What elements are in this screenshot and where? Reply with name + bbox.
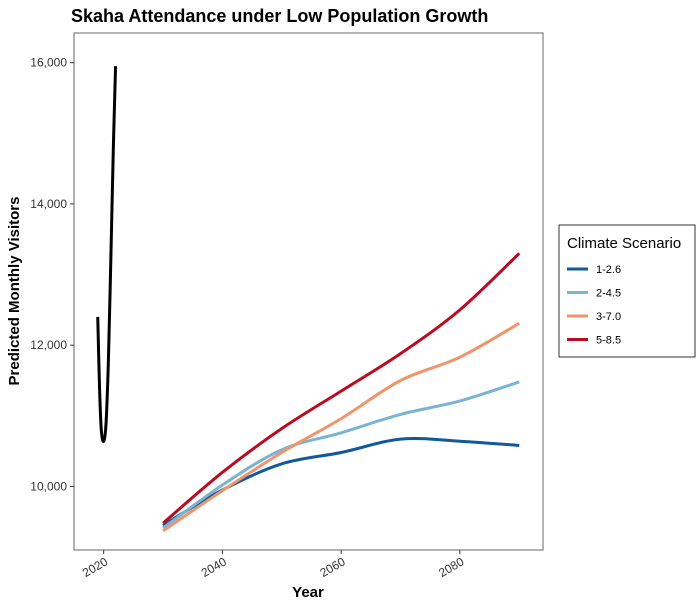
- historical-line: [96, 66, 118, 443]
- series-line-5-8.5: [162, 252, 521, 525]
- plot-lines: [96, 66, 521, 533]
- x-axis: 2020 2040 2060 2080: [80, 550, 467, 580]
- legend-title: Climate Scenario: [567, 235, 681, 252]
- y-tick-label: 16,000: [30, 56, 67, 70]
- legend: Climate Scenario 1-2.6 2-4.5 3-7.0 5-8.5: [558, 224, 696, 358]
- x-tick-label: 2040: [199, 554, 229, 580]
- y-tick-label: 14,000: [30, 197, 67, 211]
- legend-label: 2-4.5: [596, 288, 621, 300]
- series-line-2-4.5: [162, 380, 520, 530]
- x-axis-label: Year: [292, 584, 324, 601]
- y-axis-label: Predicted Monthly Visitors: [6, 197, 23, 386]
- x-tick-label: 2060: [318, 554, 348, 580]
- legend-label: 5-8.5: [596, 335, 621, 347]
- x-tick-label: 2020: [80, 554, 110, 580]
- legend-label: 3-7.0: [596, 311, 621, 323]
- y-axis: 10,000 12,000 14,000 16,000: [30, 56, 74, 493]
- plot-panel: [73, 32, 544, 551]
- chart-title: Skaha Attendance under Low Population Gr…: [71, 6, 488, 26]
- legend-label: 1-2.6: [596, 264, 621, 276]
- y-tick-label: 12,000: [30, 338, 67, 352]
- x-tick-label: 2080: [436, 554, 466, 580]
- y-tick-label: 10,000: [30, 479, 67, 493]
- series-line-3-7.0: [162, 321, 520, 533]
